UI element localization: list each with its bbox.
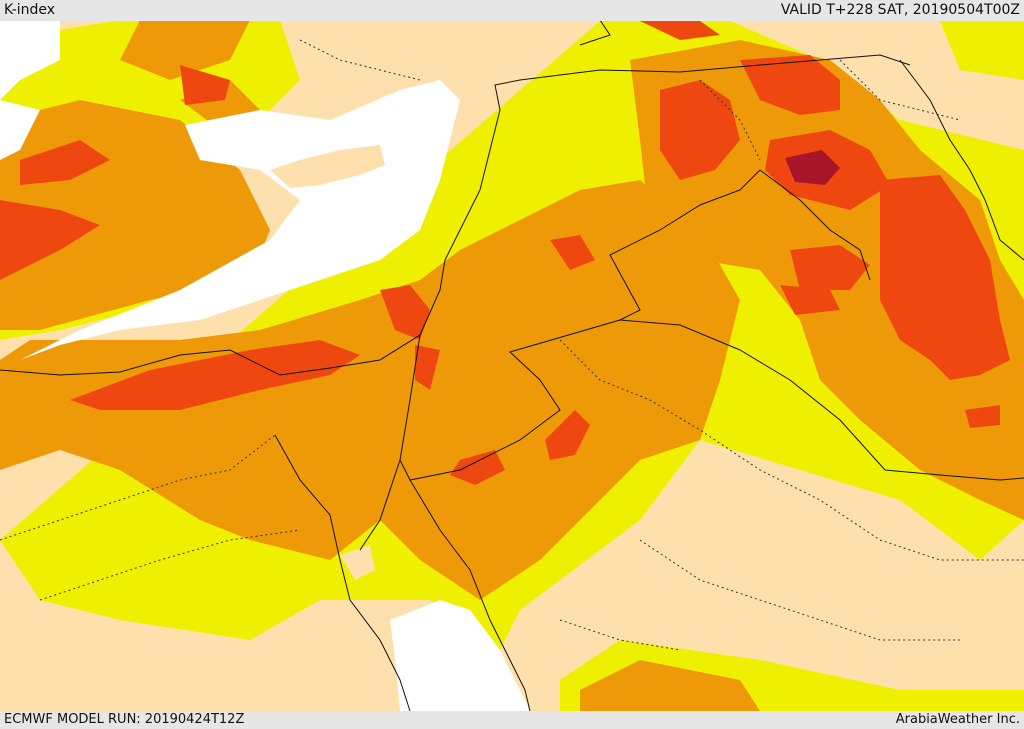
borders (0, 21, 1024, 711)
valid-time: VALID T+228 SAT, 20190504T00Z (780, 2, 1020, 18)
k-index-level-3 (0, 21, 1010, 485)
water-bodies (0, 21, 530, 711)
map-title: K-index (4, 2, 56, 18)
internal-borders (0, 39, 1024, 651)
footer-bar: ECMWF MODEL RUN: 20190424T12Z ArabiaWeat… (0, 711, 1024, 729)
model-run: ECMWF MODEL RUN: 20190424T12Z (4, 712, 245, 727)
credit: ArabiaWeather Inc. (895, 712, 1020, 727)
k-index-map (0, 21, 1024, 711)
header-bar: K-index VALID T+228 SAT, 20190504T00Z (0, 0, 1024, 21)
k-index-level-4 (785, 150, 840, 185)
